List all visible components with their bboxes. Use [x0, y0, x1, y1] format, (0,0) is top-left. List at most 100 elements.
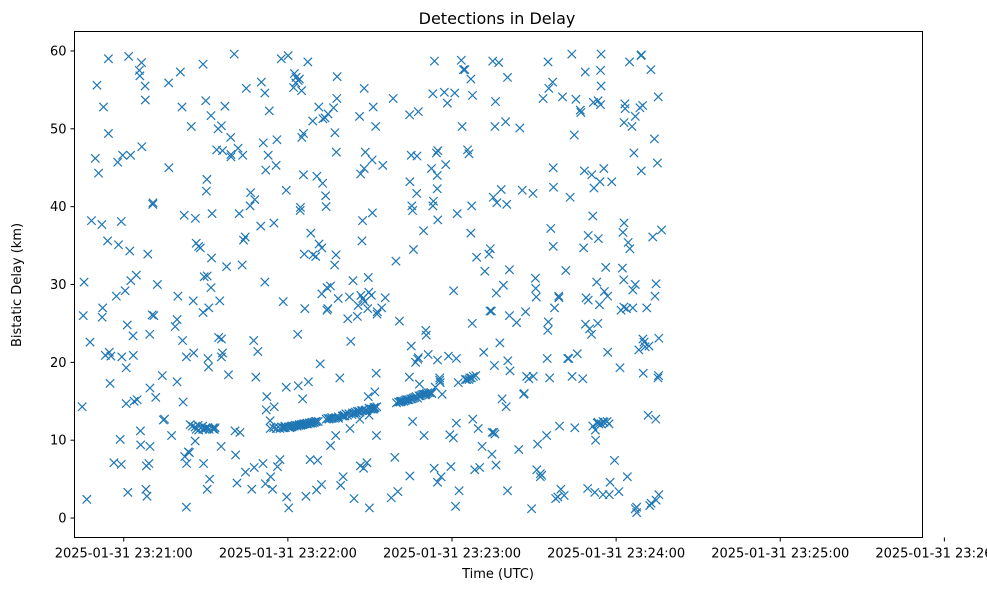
data-point — [357, 405, 368, 416]
data-point — [446, 462, 456, 472]
data-point — [368, 102, 378, 112]
data-point — [618, 227, 628, 237]
data-point — [615, 363, 625, 373]
data-point — [638, 368, 648, 378]
data-point — [630, 111, 640, 121]
data-point — [97, 312, 107, 322]
data-point — [653, 92, 663, 102]
data-point — [487, 449, 497, 459]
data-point — [128, 331, 138, 341]
data-point — [502, 486, 513, 496]
data-point — [282, 492, 292, 502]
data-point — [195, 243, 205, 253]
data-point — [314, 102, 324, 112]
data-point — [217, 145, 228, 156]
x-tick-label: 2025-01-31 23:22:00 — [219, 547, 357, 562]
data-point — [360, 147, 370, 157]
data-point — [181, 502, 192, 512]
data-point — [653, 370, 664, 381]
data-point — [467, 90, 478, 100]
data-point — [295, 205, 305, 216]
data-point — [548, 163, 558, 173]
data-point — [497, 394, 507, 404]
data-point — [356, 169, 366, 179]
data-point — [553, 492, 563, 502]
data-point — [103, 128, 114, 139]
data-point — [575, 105, 585, 115]
data-point — [414, 379, 425, 389]
data-point — [207, 209, 217, 219]
data-point — [488, 56, 498, 66]
data-point — [642, 303, 652, 313]
data-point — [601, 262, 611, 272]
data-point — [145, 383, 155, 393]
data-point — [116, 459, 126, 469]
data-point — [460, 65, 470, 75]
data-point — [281, 382, 291, 392]
data-point — [441, 159, 451, 170]
data-point — [295, 202, 306, 213]
data-point — [303, 57, 313, 67]
data-point — [571, 94, 581, 104]
y-axis-label: Bistatic Delay (km) — [10, 223, 25, 347]
data-point — [79, 277, 89, 287]
data-point — [614, 486, 624, 497]
data-point — [276, 54, 286, 64]
data-point — [477, 441, 487, 452]
data-point — [92, 80, 102, 90]
data-point — [458, 65, 469, 75]
data-point — [249, 335, 259, 346]
data-point — [471, 370, 481, 381]
data-point — [201, 96, 211, 106]
data-point — [335, 373, 345, 383]
data-point — [363, 304, 373, 314]
data-point — [314, 239, 324, 249]
data-point — [599, 286, 609, 297]
data-point — [98, 303, 108, 313]
data-point — [357, 216, 368, 226]
data-point — [299, 249, 309, 259]
data-point — [603, 347, 613, 357]
data-point — [229, 49, 239, 59]
data-point — [315, 359, 325, 369]
data-point — [432, 170, 442, 181]
data-point — [649, 134, 660, 144]
data-point — [654, 333, 664, 343]
data-point — [524, 374, 534, 384]
data-point — [578, 243, 589, 253]
data-point — [371, 430, 382, 441]
data-point — [97, 219, 107, 230]
data-point — [576, 107, 586, 118]
y-tick-label: 10 — [50, 434, 67, 449]
data-point — [370, 387, 380, 397]
data-point — [214, 332, 224, 343]
data-point — [627, 121, 637, 132]
data-point — [487, 427, 497, 438]
data-point — [205, 474, 215, 484]
data-point — [431, 148, 442, 158]
data-point — [468, 414, 478, 424]
data-point — [311, 416, 321, 427]
data-point — [439, 87, 449, 97]
data-point — [456, 55, 466, 65]
data-point — [320, 191, 331, 201]
data-point — [234, 209, 244, 219]
data-point — [216, 121, 227, 131]
data-point — [583, 295, 593, 305]
data-point — [490, 429, 500, 439]
y-tick-label: 20 — [50, 356, 67, 371]
data-point — [271, 160, 281, 171]
data-point — [629, 148, 639, 158]
data-point — [486, 306, 497, 316]
x-axis-label: Time (UTC) — [461, 567, 534, 582]
data-point — [136, 58, 147, 68]
data-point — [590, 435, 601, 445]
data-point — [489, 360, 500, 371]
data-point — [563, 353, 573, 364]
data-point — [419, 430, 429, 441]
data-point — [332, 72, 342, 82]
data-point — [545, 373, 555, 383]
data-point — [98, 102, 109, 112]
y-tick-label: 60 — [50, 44, 67, 59]
data-point — [454, 486, 464, 496]
